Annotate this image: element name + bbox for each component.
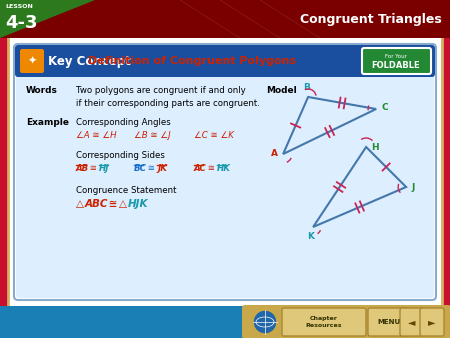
Text: Two polygons are congruent if and only: Two polygons are congruent if and only <box>76 86 246 95</box>
Text: Key Concept: Key Concept <box>48 54 131 68</box>
Text: J: J <box>411 183 414 192</box>
Circle shape <box>253 310 277 334</box>
Text: Model: Model <box>266 86 297 95</box>
Text: JK: JK <box>157 164 167 173</box>
Polygon shape <box>0 0 450 38</box>
Text: ≅: ≅ <box>87 164 100 173</box>
FancyBboxPatch shape <box>15 45 435 77</box>
Text: ≅: ≅ <box>105 199 121 209</box>
Text: ∠B ≅ ∠J: ∠B ≅ ∠J <box>134 131 171 140</box>
Text: HK: HK <box>217 164 231 173</box>
Polygon shape <box>0 0 95 38</box>
Text: AB: AB <box>76 164 89 173</box>
Text: ✦: ✦ <box>27 56 37 66</box>
Text: AC: AC <box>194 164 207 173</box>
Text: ►: ► <box>428 317 436 327</box>
Text: Words: Words <box>26 86 58 95</box>
Text: ∠A ≅ ∠H: ∠A ≅ ∠H <box>76 131 117 140</box>
FancyBboxPatch shape <box>242 305 450 338</box>
Text: Congruence Statement: Congruence Statement <box>76 186 176 195</box>
Text: HJ: HJ <box>99 164 109 173</box>
Text: FOLDABLE: FOLDABLE <box>372 61 420 70</box>
Text: H: H <box>371 143 379 151</box>
Text: ◄: ◄ <box>408 317 416 327</box>
FancyBboxPatch shape <box>362 48 431 74</box>
Text: △: △ <box>76 199 84 209</box>
FancyBboxPatch shape <box>14 44 436 300</box>
FancyBboxPatch shape <box>16 71 434 298</box>
Text: BC: BC <box>134 164 147 173</box>
FancyBboxPatch shape <box>8 30 442 308</box>
Text: K: K <box>308 232 315 241</box>
Polygon shape <box>0 306 450 338</box>
Text: 4-3: 4-3 <box>5 14 37 32</box>
Text: △: △ <box>119 199 127 209</box>
Text: ≅: ≅ <box>205 164 218 173</box>
Text: Corresponding Angles: Corresponding Angles <box>76 118 171 127</box>
FancyBboxPatch shape <box>400 308 424 336</box>
Text: For Your: For Your <box>385 53 407 58</box>
FancyBboxPatch shape <box>368 308 410 336</box>
Text: Corresponding Sides: Corresponding Sides <box>76 151 165 160</box>
Text: B: B <box>303 83 310 92</box>
Text: MENU: MENU <box>378 319 401 325</box>
Text: Definition of Congruent Polygons: Definition of Congruent Polygons <box>88 56 296 66</box>
Text: A: A <box>271 149 278 159</box>
FancyBboxPatch shape <box>20 49 44 73</box>
Text: HJK: HJK <box>128 199 148 209</box>
FancyBboxPatch shape <box>282 308 366 336</box>
Text: C: C <box>381 102 388 112</box>
Text: ∠C ≅ ∠K: ∠C ≅ ∠K <box>194 131 234 140</box>
Text: Congruent Triangles: Congruent Triangles <box>300 13 442 25</box>
FancyBboxPatch shape <box>420 308 444 336</box>
Text: if their corresponding parts are congruent.: if their corresponding parts are congrue… <box>76 99 260 108</box>
Text: ABC: ABC <box>85 199 108 209</box>
Text: Chapter
Resources: Chapter Resources <box>306 316 342 328</box>
Text: LESSON: LESSON <box>5 4 33 9</box>
Text: Example: Example <box>26 118 69 127</box>
Text: ≅: ≅ <box>145 164 158 173</box>
